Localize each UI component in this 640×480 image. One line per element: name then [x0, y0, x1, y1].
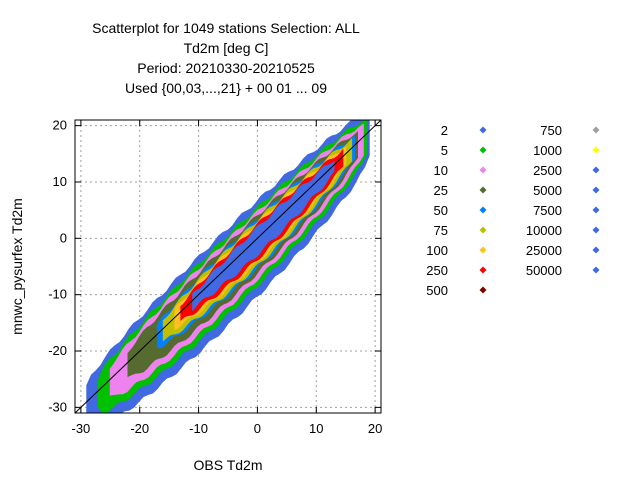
x-tick-label: -20: [130, 421, 149, 436]
legend-label: 2500: [533, 163, 562, 178]
legend-marker: [592, 246, 600, 254]
legend-marker: [479, 266, 487, 274]
x-axis-label: OBS Td2m: [194, 457, 263, 473]
plot-frame: [74, 119, 382, 414]
chart-title-line-1: Scatterplot for 1049 stations Selection:…: [92, 20, 360, 36]
legend-marker: [592, 126, 600, 134]
legend-label: 50000: [526, 263, 562, 278]
y-tick-label: 20: [53, 118, 67, 133]
legend-label: 25: [434, 183, 448, 198]
legend-label: 50: [434, 203, 448, 218]
legend-label: 5: [441, 143, 448, 158]
legend-marker: [479, 146, 487, 154]
density-clouds: [86, 120, 370, 413]
legend-label: 2: [441, 123, 448, 138]
legend-marker: [479, 246, 487, 254]
legend-marker: [479, 226, 487, 234]
legend-label: 750: [540, 123, 562, 138]
x-tick-label: 10: [309, 421, 323, 436]
legend-marker: [592, 166, 600, 174]
diagonal-reference-line: [74, 119, 382, 414]
y-tick-label: -10: [48, 287, 67, 302]
y-tick-label: 10: [53, 174, 67, 189]
x-tick-label: -10: [189, 421, 208, 436]
legend-label: 7500: [533, 203, 562, 218]
chart-title-line-3: Period: 20210330-20210525: [137, 60, 315, 76]
axis-ticks: -30 -20 -10 0 10 20 -30 -20 -10 0 10 20: [48, 118, 382, 436]
legend-marker: [479, 186, 487, 194]
legend-marker: [592, 226, 600, 234]
y-tick-label: 0: [60, 230, 67, 245]
legend-marker: [479, 126, 487, 134]
legend-label: 75: [434, 223, 448, 238]
legend-label: 10000: [526, 223, 562, 238]
legend-marker: [592, 146, 600, 154]
chart-title-line-4: Used {00,03,...,21} + 00 01 ... 09: [125, 80, 327, 96]
legend-label: 500: [426, 283, 448, 298]
y-tick-label: -30: [48, 399, 67, 414]
x-tick-label: 0: [254, 421, 261, 436]
legend-marker: [479, 166, 487, 174]
x-tick-label: -30: [71, 421, 90, 436]
legend-label: 1000: [533, 143, 562, 158]
legend-label: 25000: [526, 243, 562, 258]
legend-label: 10: [434, 163, 448, 178]
legend: 2510255075100250500750100025005000750010…: [426, 123, 600, 298]
legend-label: 100: [426, 243, 448, 258]
chart-title-line-2: Td2m [deg C]: [183, 40, 269, 56]
legend-marker: [479, 206, 487, 214]
legend-marker: [592, 266, 600, 274]
x-tick-label: 20: [368, 421, 382, 436]
y-tick-label: -20: [48, 343, 67, 358]
legend-marker: [592, 186, 600, 194]
legend-label: 5000: [533, 183, 562, 198]
y-axis-label: mnwc_pysurfex Td2m: [9, 198, 25, 335]
legend-marker: [479, 286, 487, 294]
legend-marker: [592, 206, 600, 214]
legend-label: 250: [426, 263, 448, 278]
